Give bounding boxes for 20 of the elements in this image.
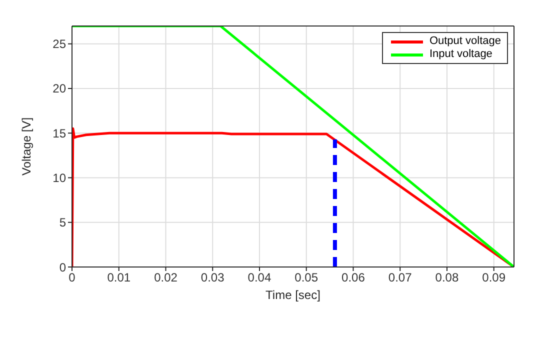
x-tick-label: 0.06 xyxy=(342,270,366,285)
y-tick-label: 0 xyxy=(59,260,66,274)
y-axis-title: Voltage [V] xyxy=(19,117,34,176)
x-tick-label: 0.07 xyxy=(388,270,412,285)
y-tick-label: 10 xyxy=(52,171,66,185)
legend-label: Input voltage xyxy=(429,48,492,61)
y-tick-label: 20 xyxy=(52,82,66,96)
x-tick-label: 0.09 xyxy=(482,270,506,285)
x-tick-label: 0 xyxy=(68,270,76,285)
x-tick-label: 0.02 xyxy=(154,270,178,285)
x-tick-label: 0.03 xyxy=(200,270,225,285)
x-tick-label: 0.01 xyxy=(107,270,131,285)
legend-label: Output voltage xyxy=(429,35,501,48)
y-tick-label: 15 xyxy=(52,126,66,140)
x-axis-title: Time [sec] xyxy=(266,288,320,302)
y-tick-label: 5 xyxy=(59,216,66,230)
x-tick-label: 0.04 xyxy=(248,270,272,285)
y-tick-label: 25 xyxy=(52,37,66,52)
x-tick-label: 0.08 xyxy=(435,270,459,285)
x-tick-label: 0.05 xyxy=(294,270,318,285)
